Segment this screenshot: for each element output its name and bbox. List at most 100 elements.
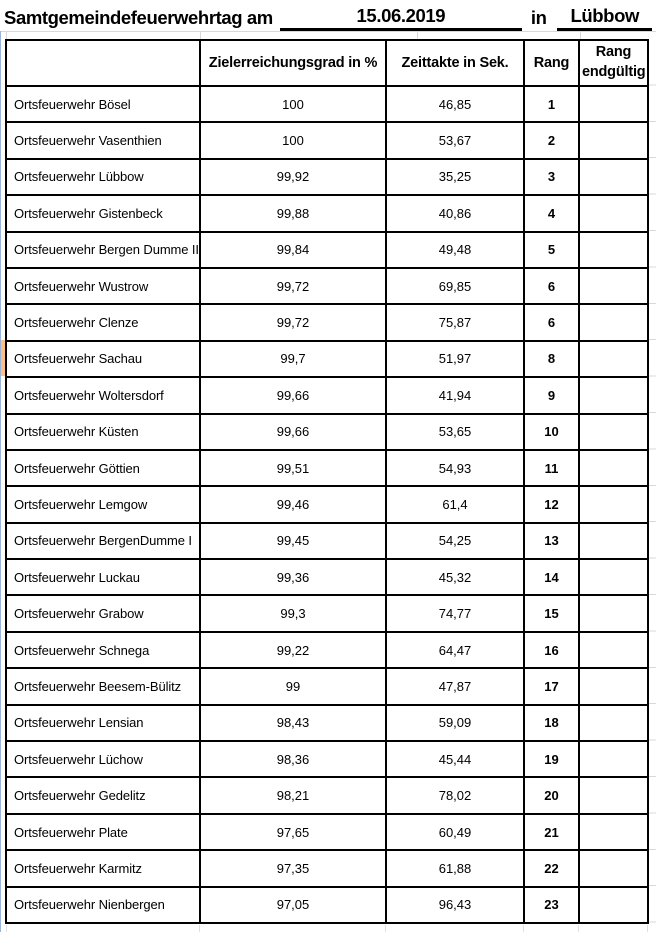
rang-endgueltig-cell[interactable] [578,885,649,924]
rang-cell[interactable]: 15 [523,594,580,633]
rang-cell[interactable]: 6 [523,303,580,342]
team-name-cell[interactable]: Ortsfeuerwehr Woltersdorf [5,376,201,415]
zielerreichungsgrad-cell[interactable]: 99 [199,667,387,706]
rang-endgueltig-cell[interactable] [578,303,649,342]
team-name-cell[interactable]: Ortsfeuerwehr Lensian [5,703,201,743]
zeittakte-cell[interactable]: 46,85 [385,84,525,124]
header-rang[interactable]: Rang [523,39,580,87]
rang-endgueltig-cell[interactable] [578,667,649,706]
header-zielerreichungsgrad[interactable]: Zielerreichungsgrad in % [199,39,387,87]
rang-endgueltig-cell[interactable] [578,157,649,197]
title-row[interactable]: Samtgemeindefeuerwehrtag am 15.06.2019 i… [0,0,652,31]
team-name-cell[interactable]: Ortsfeuerwehr Luckau [5,558,201,597]
rang-cell[interactable]: 11 [523,448,580,488]
zeittakte-cell[interactable]: 51,97 [385,339,525,379]
rang-cell[interactable]: 8 [523,339,580,379]
zielerreichungsgrad-cell[interactable]: 99,45 [199,521,387,561]
rang-endgueltig-cell[interactable] [578,121,649,160]
team-name-cell[interactable]: Ortsfeuerwehr Vasenthien [5,121,201,160]
zeittakte-cell[interactable]: 61,88 [385,849,525,888]
zeittakte-cell[interactable]: 64,47 [385,630,525,670]
zielerreichungsgrad-cell[interactable]: 97,35 [199,849,387,888]
zielerreichungsgrad-cell[interactable]: 99,88 [199,194,387,233]
rang-cell[interactable]: 10 [523,412,580,451]
team-name-cell[interactable]: Ortsfeuerwehr Gistenbeck [5,194,201,233]
zielerreichungsgrad-cell[interactable]: 99,66 [199,376,387,415]
rang-cell[interactable]: 23 [523,885,580,924]
rang-endgueltig-cell[interactable] [578,485,649,524]
zielerreichungsgrad-cell[interactable]: 99,46 [199,485,387,524]
zeittakte-cell[interactable]: 59,09 [385,703,525,743]
rang-cell[interactable]: 22 [523,849,580,888]
rang-endgueltig-cell[interactable] [578,448,649,488]
zeittakte-cell[interactable]: 53,67 [385,121,525,160]
rang-endgueltig-cell[interactable] [578,266,649,306]
team-name-cell[interactable]: Ortsfeuerwehr Lüchow [5,740,201,779]
zielerreichungsgrad-cell[interactable]: 99,36 [199,558,387,597]
team-name-cell[interactable]: Ortsfeuerwehr Clenze [5,303,201,342]
rang-endgueltig-cell[interactable] [578,194,649,233]
zielerreichungsgrad-cell[interactable]: 99,51 [199,448,387,488]
team-name-cell[interactable]: Ortsfeuerwehr BergenDumme I [5,521,201,561]
zeittakte-cell[interactable]: 54,25 [385,521,525,561]
team-name-cell[interactable]: Ortsfeuerwehr Küsten [5,412,201,451]
header-empty-cell[interactable] [5,39,201,87]
header-rang-endgueltig[interactable]: Rang endgültig [578,39,649,87]
zielerreichungsgrad-cell[interactable]: 98,36 [199,740,387,779]
rang-cell[interactable]: 6 [523,266,580,306]
team-name-cell[interactable]: Ortsfeuerwehr Plate [5,812,201,852]
team-name-cell[interactable]: Ortsfeuerwehr Grabow [5,594,201,633]
rang-endgueltig-cell[interactable] [578,630,649,670]
zeittakte-cell[interactable]: 49,48 [385,230,525,269]
rang-cell[interactable]: 3 [523,157,580,197]
zielerreichungsgrad-cell[interactable]: 100 [199,121,387,160]
rang-endgueltig-cell[interactable] [578,339,649,379]
zeittakte-cell[interactable]: 60,49 [385,812,525,852]
zielerreichungsgrad-cell[interactable]: 99,7 [199,339,387,379]
rang-endgueltig-cell[interactable] [578,703,649,743]
rang-cell[interactable]: 13 [523,521,580,561]
zeittakte-cell[interactable]: 75,87 [385,303,525,342]
rang-cell[interactable]: 2 [523,121,580,160]
rang-endgueltig-cell[interactable] [578,558,649,597]
zielerreichungsgrad-cell[interactable]: 99,72 [199,266,387,306]
rang-cell[interactable]: 16 [523,630,580,670]
zielerreichungsgrad-cell[interactable]: 99,66 [199,412,387,451]
rang-cell[interactable]: 19 [523,740,580,779]
team-name-cell[interactable]: Ortsfeuerwehr Bösel [5,84,201,124]
rang-cell[interactable]: 5 [523,230,580,269]
team-name-cell[interactable]: Ortsfeuerwehr Sachau [5,339,201,379]
team-name-cell[interactable]: Ortsfeuerwehr Nienbergen [5,885,201,924]
team-name-cell[interactable]: Ortsfeuerwehr Beesem-Bülitz [5,667,201,706]
team-name-cell[interactable]: Ortsfeuerwehr Göttien [5,448,201,488]
rang-cell[interactable]: 18 [523,703,580,743]
team-name-cell[interactable]: Ortsfeuerwehr Schnega [5,630,201,670]
rang-endgueltig-cell[interactable] [578,849,649,888]
team-name-cell[interactable]: Ortsfeuerwehr Lübbow [5,157,201,197]
zeittakte-cell[interactable]: 41,94 [385,376,525,415]
zeittakte-cell[interactable]: 35,25 [385,157,525,197]
rang-cell[interactable]: 21 [523,812,580,852]
rang-cell[interactable]: 1 [523,84,580,124]
zielerreichungsgrad-cell[interactable]: 99,3 [199,594,387,633]
rang-endgueltig-cell[interactable] [578,412,649,451]
zeittakte-cell[interactable]: 40,86 [385,194,525,233]
rang-cell[interactable]: 9 [523,376,580,415]
rang-endgueltig-cell[interactable] [578,376,649,415]
zeittakte-cell[interactable]: 69,85 [385,266,525,306]
team-name-cell[interactable]: Ortsfeuerwehr Wustrow [5,266,201,306]
rang-endgueltig-cell[interactable] [578,812,649,852]
zeittakte-cell[interactable]: 54,93 [385,448,525,488]
zeittakte-cell[interactable]: 45,32 [385,558,525,597]
zeittakte-cell[interactable]: 47,87 [385,667,525,706]
rang-endgueltig-cell[interactable] [578,84,649,124]
zeittakte-cell[interactable]: 61,4 [385,485,525,524]
zielerreichungsgrad-cell[interactable]: 99,72 [199,303,387,342]
zeittakte-cell[interactable]: 78,02 [385,776,525,815]
zielerreichungsgrad-cell[interactable]: 99,22 [199,630,387,670]
zeittakte-cell[interactable]: 53,65 [385,412,525,451]
rang-endgueltig-cell[interactable] [578,740,649,779]
rang-cell[interactable]: 12 [523,485,580,524]
rang-endgueltig-cell[interactable] [578,594,649,633]
rang-cell[interactable]: 14 [523,558,580,597]
